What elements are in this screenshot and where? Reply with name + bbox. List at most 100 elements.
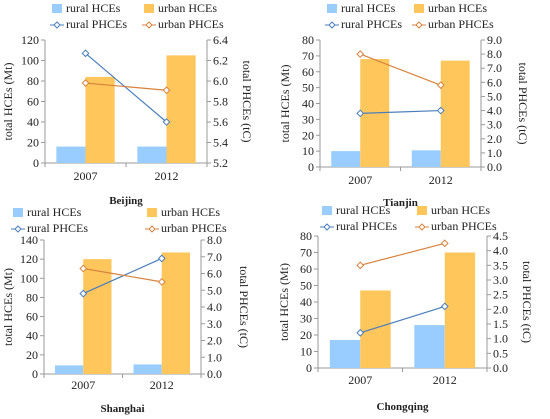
- rural-hces-bar: [331, 151, 361, 167]
- left-tick-label: 100: [21, 54, 39, 68]
- left-tick-label: 50: [302, 81, 314, 95]
- rural-phces-line: [360, 109, 441, 114]
- right-tick-label: 1.5: [493, 317, 508, 331]
- x-tick-label: 2007: [348, 373, 372, 387]
- rural-hces-bar: [329, 339, 361, 368]
- right-tick-label: 3.0: [493, 273, 508, 287]
- chart-panel-shanghai: 0 20 40 60 80 100 120 140 0.0 1.0 2.0 3.0 4.0 5.0 6.0 7…: [1, 205, 251, 415]
- legend-swatch: [414, 4, 424, 13]
- legend-label: rural PHCEs: [66, 17, 127, 31]
- left-tick-label: 0: [32, 367, 38, 381]
- left-tick-label: 20: [302, 128, 314, 142]
- right-tick-label: 1.0: [207, 350, 222, 364]
- right-tick-label: 6.0: [207, 267, 222, 281]
- rural-phces-point: [157, 254, 166, 263]
- left-tick-label: 10: [302, 144, 314, 158]
- legend-marker: [328, 21, 336, 29]
- left-tick-label: 60: [26, 310, 38, 324]
- rural-phces-point: [162, 118, 171, 126]
- right-tick-label: 3.5: [493, 258, 508, 272]
- left-tick-label: 40: [300, 295, 312, 309]
- legend-marker: [145, 21, 153, 29]
- left-tick-label: 0: [33, 156, 39, 170]
- x-tick-label: 2007: [71, 378, 95, 392]
- panel-title: Shanghai: [100, 403, 144, 415]
- left-tick-label: 60: [27, 95, 39, 109]
- legend-swatch: [417, 206, 427, 215]
- legend-label: urban HCEs: [431, 203, 490, 217]
- x-tick-label: 2012: [433, 373, 457, 387]
- right-tick-label: 1.0: [487, 146, 502, 160]
- legend-label: rural HCEs: [66, 1, 121, 15]
- urban-phces-line: [85, 82, 167, 91]
- left-tick-label: 50: [300, 279, 312, 293]
- left-axis-title: total HCEs (Mt): [278, 65, 292, 143]
- right-tick-label: 3.0: [207, 317, 222, 331]
- right-axis-title: total PHCEs (tC): [520, 261, 534, 343]
- left-tick-label: 40: [26, 329, 38, 343]
- right-tick-label: 5.8: [213, 95, 228, 109]
- left-tick-label: 70: [300, 246, 312, 260]
- urban-hces-bar: [440, 60, 470, 168]
- legend-marker: [53, 21, 61, 29]
- right-tick-label: 7.0: [207, 250, 222, 264]
- x-tick-label: 2012: [150, 378, 174, 392]
- legend-swatch: [13, 208, 23, 217]
- legend-label: urban PHCEs: [428, 17, 494, 31]
- right-tick-label: 4.0: [487, 104, 502, 118]
- urban-hces-bar: [85, 76, 115, 163]
- left-axis-title: total HCEs (Mt): [277, 263, 291, 341]
- left-tick-label: 30: [300, 312, 312, 326]
- right-tick-label: 5.0: [487, 89, 502, 103]
- legend-marker: [14, 225, 22, 233]
- urban-phces-point: [436, 81, 445, 90]
- legend-label: rural PHCEs: [341, 17, 402, 31]
- right-tick-label: 6.0: [213, 74, 228, 88]
- left-tick-label: 80: [26, 290, 38, 304]
- urban-phces-point: [356, 261, 365, 270]
- urban-hces-bar: [444, 252, 476, 368]
- rural-phces-point: [436, 106, 445, 115]
- legend-swatch: [147, 208, 157, 217]
- legend-label: urban HCEs: [161, 205, 220, 219]
- legend-label: rural HCEs: [27, 205, 82, 219]
- x-tick-label: 2007: [348, 173, 372, 187]
- rural-hces-bar: [133, 364, 162, 374]
- rural-phces-point: [79, 289, 88, 298]
- legend-label: urban HCEs: [428, 1, 487, 15]
- left-tick-label: 60: [302, 65, 314, 79]
- legend-swatch: [327, 4, 337, 13]
- right-tick-label: 4.5: [493, 229, 508, 243]
- x-tick-label: 2007: [74, 169, 98, 183]
- right-tick-label: 0.5: [493, 346, 508, 360]
- urban-phces-point: [157, 277, 166, 286]
- right-tick-label: 7.0: [487, 61, 502, 75]
- rural-phces-line: [83, 257, 162, 295]
- left-tick-label: 10: [300, 345, 312, 359]
- right-tick-label: 3.0: [487, 118, 502, 132]
- legend-label: urban PHCEs: [431, 219, 497, 233]
- right-tick-label: 1.0: [493, 332, 508, 346]
- legend-label: urban PHCEs: [161, 221, 227, 235]
- left-tick-label: 80: [300, 229, 312, 243]
- rural-phces-line: [360, 305, 445, 334]
- left-tick-label: 80: [27, 74, 39, 88]
- right-tick-label: 4.0: [493, 244, 508, 258]
- legend-swatch: [144, 4, 154, 13]
- right-tick-label: 0.0: [207, 367, 222, 381]
- left-tick-label: 60: [300, 262, 312, 276]
- x-tick-label: 2012: [429, 173, 453, 187]
- urban-phces-line: [360, 53, 441, 86]
- left-tick-label: 30: [302, 112, 314, 126]
- panel-title: Beijing: [109, 195, 143, 207]
- rural-phces-line: [85, 52, 167, 123]
- right-tick-label: 6.4: [213, 33, 228, 47]
- right-tick-label: 0.0: [493, 361, 508, 375]
- legend-swatch: [322, 206, 332, 215]
- rural-hces-bar: [411, 150, 441, 167]
- right-tick-label: 2.5: [493, 288, 508, 302]
- rural-phces-point: [356, 328, 365, 337]
- rural-hces-bar: [414, 325, 445, 368]
- urban-hces-bar: [166, 55, 196, 163]
- left-tick-label: 100: [20, 271, 38, 285]
